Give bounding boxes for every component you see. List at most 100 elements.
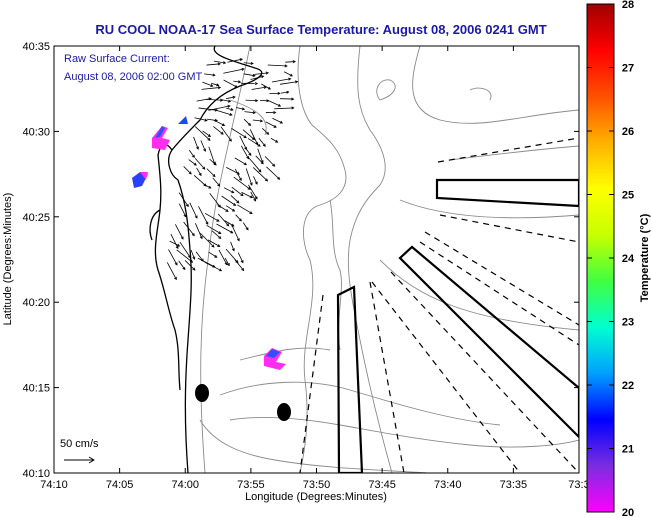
- x-tick-label: 73:40: [434, 479, 462, 491]
- current-vector: [230, 241, 235, 252]
- current-vector: [258, 137, 266, 147]
- current-vector: [268, 100, 282, 107]
- current-vector: [243, 118, 252, 126]
- colorbar-tick-label: 22: [622, 380, 634, 392]
- current-vector: [213, 126, 224, 135]
- current-vector: [178, 203, 187, 218]
- current-vector: [212, 177, 221, 187]
- current-vector: [195, 223, 203, 240]
- current-vector: [245, 148, 252, 156]
- current-vector: [198, 107, 219, 112]
- current-vector: [223, 79, 238, 88]
- current-vector: [220, 126, 232, 142]
- current-vector: [204, 261, 223, 272]
- current-vector: [217, 213, 230, 227]
- x-tick-label: 73:50: [303, 479, 331, 491]
- current-vector: [217, 110, 233, 116]
- current-vector: [211, 82, 220, 87]
- colorbar-label: Temperature (°C): [639, 213, 651, 302]
- current-vector: [235, 214, 242, 222]
- x-tick-label: 73:55: [237, 479, 265, 491]
- current-vector: [250, 191, 257, 202]
- current-vector: [253, 176, 258, 185]
- colorbar-tick-label: 27: [622, 63, 634, 75]
- annotation-line-2: August 08, 2006 02:00 GMT: [64, 71, 202, 83]
- current-vector: [226, 107, 234, 111]
- current-vector: [265, 110, 277, 115]
- current-vector: [217, 204, 229, 212]
- current-vector: [166, 262, 177, 281]
- current-vector: [206, 224, 222, 235]
- y-axis-ticks: 40:35 40:30 40:25 40:20 40:15 40:10: [22, 41, 579, 480]
- annotation-line-1: Raw Surface Current:: [64, 53, 170, 65]
- current-vector: [243, 61, 254, 65]
- current-vector: [243, 73, 256, 77]
- current-vector: [252, 167, 269, 182]
- sst-patch: [266, 349, 280, 358]
- current-vector: [285, 60, 296, 64]
- x-tick-label: 73:3: [568, 479, 589, 491]
- current-vector: [211, 230, 222, 240]
- current-vector: [184, 260, 196, 271]
- current-vector: [194, 126, 211, 141]
- current-vector: [248, 184, 258, 200]
- current-vector: [251, 85, 268, 90]
- current-vector: [190, 249, 196, 260]
- current-vector: [237, 252, 244, 264]
- x-tick-label: 73:35: [500, 479, 528, 491]
- current-vector: [261, 83, 272, 90]
- current-vector: [194, 158, 206, 170]
- sst-patch: [152, 126, 170, 150]
- current-vector: [233, 80, 242, 84]
- y-tick-label: 40:25: [22, 212, 50, 224]
- sst-patches: [132, 116, 286, 370]
- current-vector: [269, 91, 281, 95]
- current-vector: [237, 204, 253, 214]
- current-vector: [208, 251, 218, 258]
- current-vector: [231, 128, 247, 139]
- current-vector: [279, 80, 299, 85]
- current-vector: [234, 157, 248, 166]
- coastline: [149, 46, 263, 473]
- colorbar-tick-label: 24: [622, 253, 635, 265]
- current-vector: [245, 99, 259, 103]
- current-vector: [241, 191, 254, 199]
- current-vector: [236, 107, 246, 111]
- bathymetry-contours: [199, 46, 579, 473]
- station-marker: [277, 403, 291, 421]
- current-vector: [223, 67, 245, 74]
- y-axis-label: Latitude (Degrees:Minutes): [2, 193, 14, 326]
- current-vector: [272, 117, 284, 124]
- current-vector: [242, 222, 249, 231]
- x-axis-label: Longitude (Degrees:Minutes): [245, 491, 387, 503]
- current-vector: [213, 119, 226, 126]
- current-vector: [193, 136, 199, 150]
- current-vector: [203, 184, 212, 189]
- current-vector: [255, 155, 264, 165]
- current-vector: [248, 156, 262, 173]
- current-vector: [183, 166, 192, 175]
- current-vector: [196, 167, 202, 177]
- current-vector: [202, 81, 214, 87]
- current-vector: [242, 129, 255, 141]
- x-tick-label: 74:10: [40, 479, 68, 491]
- current-vector: [283, 71, 293, 77]
- current-vector: [279, 97, 295, 101]
- current-vector: [220, 99, 232, 103]
- sst-patch: [178, 116, 188, 124]
- current-vector: [233, 176, 251, 190]
- chart-title: RU COOL NOAA-17 Sea Surface Temperature:…: [95, 22, 546, 37]
- current-vector: [265, 121, 277, 128]
- current-vector: [250, 75, 265, 80]
- sst-patch: [155, 126, 165, 138]
- current-vector: [230, 195, 240, 204]
- surface-current-vectors: [166, 58, 299, 281]
- colorbar-tick-label: 26: [622, 126, 634, 138]
- current-vector: [188, 149, 195, 158]
- current-vector: [183, 221, 195, 237]
- colorbar-tick-label: 28: [622, 0, 634, 11]
- current-vector: [207, 239, 221, 247]
- current-vector: [169, 240, 181, 247]
- current-vector: [194, 117, 208, 122]
